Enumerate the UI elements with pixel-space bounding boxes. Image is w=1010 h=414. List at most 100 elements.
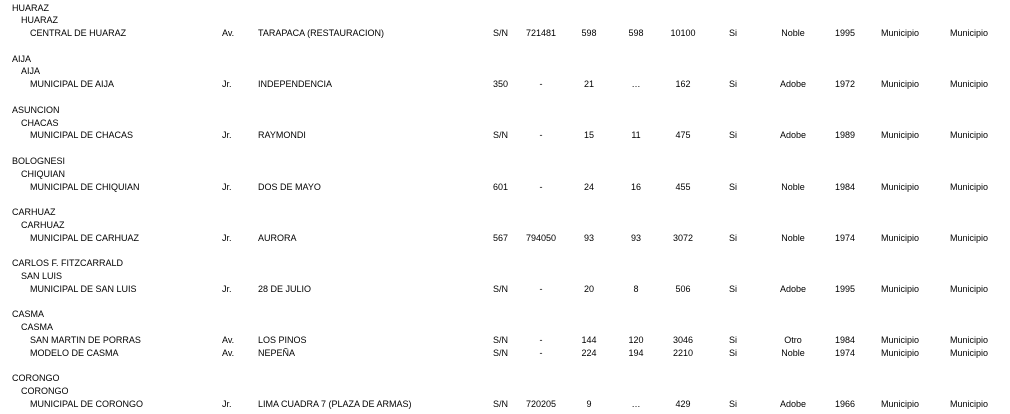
province-row: HUARAZ bbox=[0, 2, 1010, 15]
school-c2: … bbox=[631, 398, 641, 409]
province-name: HUARAZ bbox=[12, 2, 50, 13]
district-name: SAN LUIS bbox=[21, 271, 63, 282]
school-c2: 11 bbox=[631, 130, 641, 141]
school-row: MUNICIPAL DE AIJA Jr. INDEPENDENCIA 350 - 21 …… bbox=[0, 78, 1010, 91]
school-phone: - bbox=[539, 335, 543, 346]
province-name: CARHUAZ bbox=[12, 207, 56, 218]
school-admin: Municipio bbox=[949, 28, 989, 39]
school-via: Jr. bbox=[222, 283, 232, 294]
school-via: Av. bbox=[222, 335, 235, 346]
school-street: RAYMONDI bbox=[258, 130, 306, 141]
school-material: Adobe bbox=[779, 130, 807, 141]
school-street: LOS PINOS bbox=[258, 335, 307, 346]
school-c2: 194 bbox=[628, 347, 644, 358]
school-via: Jr. bbox=[222, 79, 232, 90]
province-row: CASMA bbox=[0, 308, 1010, 321]
school-material: Adobe bbox=[779, 283, 807, 294]
school-number: S/N bbox=[493, 130, 509, 141]
school-c1: 144 bbox=[581, 335, 597, 346]
school-street: 28 DE JULIO bbox=[258, 283, 312, 294]
district-name: AIJA bbox=[21, 66, 41, 77]
school-c4: Si bbox=[728, 28, 738, 39]
school-c2: 93 bbox=[630, 232, 642, 243]
school-owner: Municipio bbox=[880, 130, 920, 141]
school-c1: 15 bbox=[583, 130, 595, 141]
school-c1: 598 bbox=[581, 28, 597, 39]
province-row: AIJA bbox=[0, 53, 1010, 66]
school-admin: Municipio bbox=[949, 398, 989, 409]
province-name: CORONGO bbox=[12, 373, 60, 384]
school-row: MUNICIPAL DE CHIQUIAN Jr. DOS DE MAYO 601 - 2… bbox=[0, 181, 1010, 194]
school-street: TARAPACA (RESTAURACION) bbox=[258, 28, 385, 39]
school-row: MODELO DE CASMA Av. NEPEÑA S/N - 224 194 2210 Si… bbox=[0, 347, 1010, 360]
school-name: MUNICIPAL DE SAN LUIS bbox=[30, 283, 137, 294]
district-name: CARHUAZ bbox=[21, 219, 65, 230]
school-admin: Municipio bbox=[949, 130, 989, 141]
district-row: SAN LUIS bbox=[0, 270, 1010, 283]
school-material: Noble bbox=[781, 181, 805, 192]
school-c4: Si bbox=[728, 283, 738, 294]
school-year: 1972 bbox=[834, 79, 856, 90]
province-row: BOLOGNESI bbox=[0, 155, 1010, 168]
school-row: MUNICIPAL DE SAN LUIS Jr. 28 DE JULIO S/N - 2… bbox=[0, 283, 1010, 296]
school-c1: 93 bbox=[583, 232, 595, 243]
school-row: CENTRAL DE HUARAZ Av. TARAPACA (RESTAURACI… bbox=[0, 27, 1010, 40]
school-number: 350 bbox=[493, 79, 509, 90]
school-year: 1974 bbox=[834, 347, 856, 358]
province-row: ASUNCION bbox=[0, 104, 1010, 117]
province-name: CARLOS F. FITZCARRALD bbox=[12, 258, 124, 269]
school-c1: 21 bbox=[583, 79, 595, 90]
province-name: BOLOGNESI bbox=[12, 155, 66, 166]
school-row: MUNICIPAL DE CARHUAZ Jr. AURORA 567 794050 93… bbox=[0, 232, 1010, 245]
school-street: DOS DE MAYO bbox=[258, 181, 321, 192]
school-via: Jr. bbox=[222, 130, 232, 141]
school-admin: Municipio bbox=[949, 79, 989, 90]
school-admin: Municipio bbox=[949, 232, 989, 243]
school-c1: 224 bbox=[581, 347, 597, 358]
school-material: Noble bbox=[781, 28, 805, 39]
school-c3: 2210 bbox=[672, 347, 694, 358]
school-name: SAN MARTIN DE PORRAS bbox=[30, 335, 141, 346]
school-phone: - bbox=[539, 181, 543, 192]
province-name: CASMA bbox=[12, 309, 45, 320]
school-c3: 429 bbox=[675, 398, 691, 409]
school-c4: Si bbox=[728, 398, 738, 409]
school-number: S/N bbox=[493, 347, 509, 358]
school-street: AURORA bbox=[258, 232, 297, 243]
district-row: HUARAZ bbox=[0, 14, 1010, 27]
school-c2: 120 bbox=[628, 335, 644, 346]
school-owner: Municipio bbox=[880, 398, 920, 409]
district-name: CASMA bbox=[21, 322, 54, 333]
school-c3: 506 bbox=[675, 283, 691, 294]
school-year: 1995 bbox=[834, 28, 856, 39]
school-admin: Municipio bbox=[949, 283, 989, 294]
school-year: 1984 bbox=[834, 335, 856, 346]
school-via: Av. bbox=[222, 28, 235, 39]
school-phone: - bbox=[539, 130, 543, 141]
school-c1: 9 bbox=[586, 398, 592, 409]
school-material: Adobe bbox=[779, 398, 807, 409]
school-number: S/N bbox=[493, 28, 509, 39]
school-phone: 794050 bbox=[525, 232, 557, 243]
school-c4: Si bbox=[728, 347, 738, 358]
school-via: Jr. bbox=[222, 181, 232, 192]
school-c1: 20 bbox=[583, 283, 595, 294]
province-name: ASUNCION bbox=[12, 104, 60, 115]
school-name: CENTRAL DE HUARAZ bbox=[30, 28, 127, 39]
district-row: AIJA bbox=[0, 65, 1010, 78]
school-via: Jr. bbox=[222, 232, 232, 243]
school-c2: … bbox=[631, 79, 641, 90]
school-c2: 8 bbox=[633, 283, 639, 294]
school-c3: 3072 bbox=[672, 232, 694, 243]
school-c3: 3046 bbox=[672, 335, 694, 346]
school-c4: Si bbox=[728, 79, 738, 90]
school-material: Noble bbox=[781, 232, 805, 243]
school-row: MUNICIPAL DE CORONGO Jr. LIMA CUADRA 7 (PL… bbox=[0, 398, 1010, 411]
school-year: 1989 bbox=[834, 130, 856, 141]
school-street: INDEPENDENCIA bbox=[258, 79, 333, 90]
school-year: 1995 bbox=[834, 283, 856, 294]
school-c4: Si bbox=[728, 181, 738, 192]
school-phone: - bbox=[539, 79, 543, 90]
school-row: SAN MARTIN DE PORRAS Av. LOS PINOS S/N - 144 1… bbox=[0, 334, 1010, 347]
school-owner: Municipio bbox=[880, 79, 920, 90]
